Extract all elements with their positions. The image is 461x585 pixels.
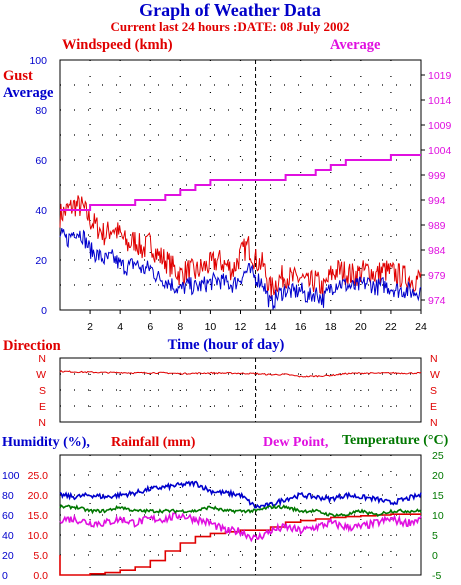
wind-right-tick: 994 — [428, 195, 446, 207]
direction-right-tick: N — [430, 353, 438, 365]
wind-x-tick: 10 — [205, 321, 217, 333]
temperature-tick: 15 — [432, 490, 444, 502]
direction-right-tick: S — [430, 385, 437, 397]
wind-x-tick: 18 — [325, 321, 337, 333]
wind-right-tick: 1019 — [428, 70, 452, 82]
chart-title: Graph of Weather Data — [139, 0, 321, 20]
wind-x-tick: 16 — [295, 321, 307, 333]
wind-left-tick: 80 — [35, 105, 47, 117]
chart-subtitle: Current last 24 hours :DATE: 08 July 200… — [111, 19, 350, 34]
temperature-label: Temperature (°C) — [342, 433, 449, 448]
wind-right-tick: 984 — [428, 245, 446, 257]
wind-left-tick: 0 — [41, 305, 47, 317]
temperature-tick: -5 — [432, 570, 441, 582]
humidity-tick: 0 — [2, 570, 8, 582]
direction-right-tick: E — [430, 401, 437, 413]
direction-label: Direction — [3, 338, 61, 354]
wind-right-tick: 1014 — [428, 95, 452, 107]
dewpoint-label: Dew Point, — [263, 435, 328, 450]
wind-x-tick: 12 — [235, 321, 247, 333]
direction-left-tick: N — [38, 417, 46, 429]
wind-right-tick: 974 — [428, 295, 446, 307]
wind-x-tick: 8 — [177, 321, 183, 333]
climate-series-dewpoint — [59, 510, 422, 543]
humidity-label: Humidity (%), — [2, 435, 90, 450]
direction-right-tick: N — [430, 417, 438, 429]
rainfall-tick: 25.0 — [28, 470, 49, 482]
direction-right-tick: W — [430, 369, 440, 381]
direction-left-tick: S — [39, 385, 46, 397]
wind-right-tick: 979 — [428, 270, 446, 282]
wind-left-tick: 100 — [29, 55, 47, 67]
wind-x-tick: 14 — [265, 321, 277, 333]
rainfall-tick: 5.0 — [33, 550, 48, 562]
humidity-tick: 60 — [2, 510, 14, 522]
rainfall-tick: 20.0 — [28, 490, 49, 502]
direction-left-tick: N — [38, 353, 46, 365]
direction-left-tick: W — [36, 369, 46, 381]
average-right-label: Average — [330, 37, 381, 53]
climate-series-humidity — [59, 480, 422, 510]
wind-x-tick: 2 — [87, 321, 93, 333]
rainfall-tick: 0.0 — [33, 570, 48, 582]
wind-x-tick: 4 — [117, 321, 123, 333]
rainfall-tick: 10.0 — [28, 530, 49, 542]
temperature-tick: 10 — [432, 510, 444, 522]
wind-right-tick: 989 — [428, 220, 446, 232]
wind-left-tick: 40 — [35, 205, 47, 217]
rainfall-label: Rainfall (mm) — [111, 435, 196, 450]
wind-left-tick: 60 — [35, 155, 47, 167]
wind-x-tick: 22 — [385, 321, 397, 333]
wind-x-tick: 20 — [355, 321, 367, 333]
wind-right-tick: 1009 — [428, 120, 452, 132]
humidity-tick: 40 — [2, 530, 14, 542]
wind-x-tick: 24 — [415, 321, 427, 333]
gust-label: Gust — [3, 68, 33, 84]
average-left-label: Average — [3, 85, 54, 101]
temperature-tick: 25 — [432, 450, 444, 462]
humidity-tick: 20 — [2, 550, 14, 562]
wind-right-tick: 999 — [428, 170, 446, 182]
wind-plot-frame — [59, 59, 422, 311]
temperature-tick: 5 — [432, 530, 438, 542]
rainfall-tick: 15.0 — [28, 510, 49, 522]
humidity-tick: 100 — [2, 470, 20, 482]
wind-right-tick: 1004 — [428, 145, 452, 157]
temperature-tick: 20 — [432, 470, 444, 482]
direction-series — [59, 369, 422, 378]
wind-x-tick: 6 — [147, 321, 153, 333]
wind-series-pressure-average — [60, 154, 421, 211]
temperature-tick: 0 — [432, 550, 438, 562]
humidity-tick: 80 — [2, 490, 14, 502]
wind-series-average — [59, 227, 422, 310]
direction-left-tick: E — [39, 401, 46, 413]
climate-series-rainfall — [59, 513, 421, 576]
windspeed-label: Windspeed (kmh) — [62, 37, 173, 53]
wind-left-tick: 20 — [35, 255, 47, 267]
time-axis-label: Time (hour of day) — [168, 337, 285, 353]
climate-series-temperature — [59, 503, 422, 518]
